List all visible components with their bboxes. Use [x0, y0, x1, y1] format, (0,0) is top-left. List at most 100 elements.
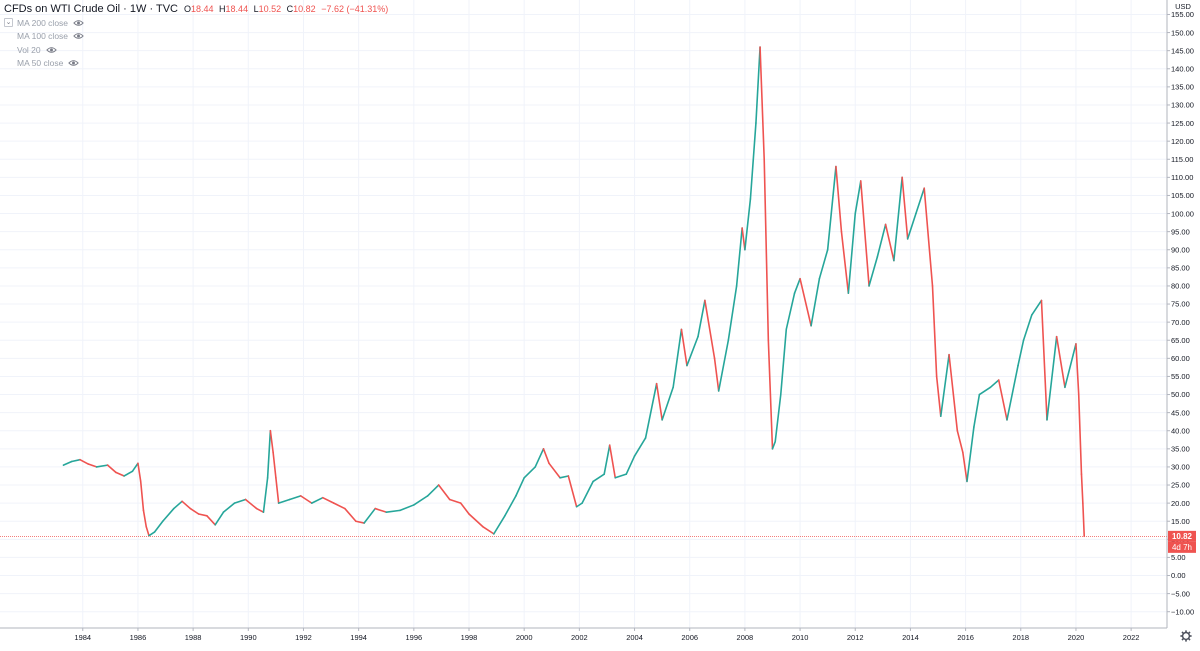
price-segment	[966, 426, 975, 483]
y-tick-label: −5.00	[1171, 589, 1190, 598]
price-segment	[321, 496, 335, 504]
price-segment	[931, 285, 938, 378]
indicator-row-ma200[interactable]: ⌄ MA 200 close	[4, 16, 391, 30]
indicator-row-ma50[interactable]: MA 50 close	[4, 57, 391, 71]
price-segment	[468, 513, 484, 528]
price-segment	[1064, 353, 1074, 389]
price-segment	[868, 256, 879, 287]
symbol-title[interactable]: CFDs on WTI Crude Oil · 1W · TVC	[4, 3, 178, 15]
y-tick-label: 35.00	[1171, 445, 1190, 454]
price-segment	[633, 437, 647, 457]
eye-icon[interactable]	[73, 19, 84, 27]
price-segment	[906, 212, 917, 240]
price-segment	[269, 429, 274, 454]
y-tick-label: 115.00	[1171, 155, 1193, 164]
price-segment	[534, 448, 545, 468]
price-segment	[106, 464, 117, 474]
price-segment	[625, 455, 636, 475]
price-segment	[70, 458, 81, 463]
ticks-layer: 155.00 150.00 145.00 140.00 135.00 130.00 125.…	[74, 10, 1194, 642]
low-label: L	[253, 4, 259, 14]
price-segment	[915, 187, 926, 215]
change-value: −7.62 (−41.31%)	[321, 4, 389, 14]
x-tick-label: 1998	[461, 633, 478, 642]
y-tick-label: −10.00	[1171, 607, 1194, 616]
collapse-chevron-icon[interactable]: ⌄	[4, 18, 13, 28]
y-tick-label: 100.00	[1171, 209, 1194, 218]
y-tick-label: 150.00	[1171, 28, 1194, 37]
price-segment	[197, 513, 208, 517]
price-segment	[835, 165, 843, 233]
price-segment	[767, 339, 774, 450]
price-segment	[310, 496, 324, 504]
x-tick-label: 2020	[1068, 633, 1085, 642]
eye-icon[interactable]	[45, 46, 57, 54]
price-segment	[735, 227, 743, 287]
price-tag-layer: 10.82 4d 7h	[1168, 530, 1196, 553]
price-segment	[504, 495, 517, 517]
y-tick-label: 125.00	[1171, 119, 1194, 128]
price-segment	[233, 498, 247, 504]
price-segment	[161, 507, 175, 523]
price-segment	[901, 176, 909, 240]
price-segment	[173, 500, 183, 510]
indicator-name: MA 100 close	[17, 31, 69, 42]
price-segment	[363, 507, 377, 524]
x-tick-label: 2010	[792, 633, 809, 642]
x-tick-label: 2004	[626, 633, 643, 642]
price-segment	[581, 480, 594, 504]
indicator-row-vol20[interactable]: Vol 20	[4, 43, 391, 57]
price-segment	[399, 504, 415, 512]
indicator-row-ma100[interactable]: MA 100 close	[4, 30, 391, 44]
eye-icon[interactable]	[73, 32, 84, 40]
x-tick-label: 2014	[902, 633, 919, 642]
price-segment	[755, 46, 761, 124]
price-segment	[515, 476, 525, 497]
price-segment	[859, 180, 870, 287]
price-segment	[131, 462, 139, 473]
y-tick-label: 60.00	[1171, 354, 1190, 363]
y-tick-label: 40.00	[1171, 426, 1190, 435]
eye-icon[interactable]	[68, 59, 80, 67]
price-segment	[559, 475, 570, 479]
price-segment	[266, 429, 272, 479]
price-segment	[779, 328, 788, 396]
price-segment	[255, 507, 265, 513]
settings-gear-icon[interactable]	[1180, 630, 1192, 642]
price-segment	[275, 476, 280, 504]
price-segment	[123, 470, 134, 477]
price-segment	[87, 463, 98, 468]
y-tick-label: 20.00	[1171, 499, 1190, 508]
price-segment	[1055, 335, 1066, 389]
price-segment	[272, 451, 277, 479]
symbol-row[interactable]: CFDs on WTI Crude Oil · 1W · TVC O18.44 …	[4, 2, 391, 16]
price-segment	[79, 458, 90, 465]
price-segment	[1082, 502, 1086, 538]
price-segment	[426, 484, 440, 497]
price-segment	[437, 484, 451, 501]
price-segment	[713, 357, 720, 392]
price-segment	[608, 444, 617, 479]
y-tick-label: 110.00	[1171, 173, 1193, 182]
price-segment	[115, 471, 125, 477]
x-tick-label: 1986	[130, 633, 147, 642]
y-tick-label: 80.00	[1171, 282, 1190, 291]
price-segment	[592, 473, 605, 483]
price-segment	[206, 514, 216, 526]
price-segment	[771, 440, 777, 450]
x-tick-label: 2018	[1012, 633, 1029, 642]
chart-legend: CFDs on WTI Crude Oil · 1W · TVC O18.44 …	[4, 2, 391, 70]
y-tick-label: 120.00	[1171, 137, 1194, 146]
price-segment	[277, 498, 291, 504]
price-segment	[448, 498, 462, 504]
price-segment	[826, 165, 837, 251]
price-segment	[288, 495, 302, 501]
price-segment	[997, 379, 1008, 421]
x-tick-label: 2022	[1123, 633, 1140, 642]
price-segment	[763, 158, 770, 342]
price-segment	[214, 511, 225, 526]
price-segment	[973, 393, 981, 428]
